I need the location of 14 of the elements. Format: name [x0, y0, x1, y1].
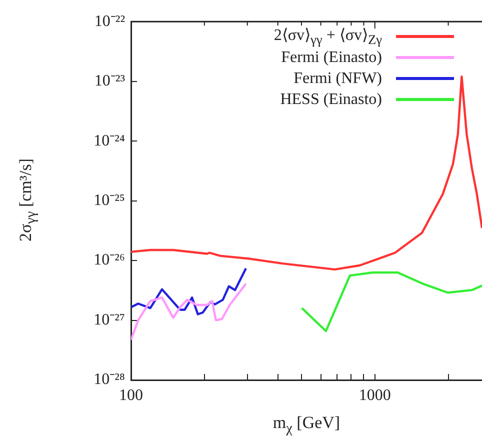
y-tick-label: 10⁻²⁵: [94, 192, 125, 210]
y-tick-label: 10⁻²⁶: [94, 252, 125, 269]
y-tick-label: 10⁻²²: [94, 12, 126, 30]
legend-label: Fermi (Einasto): [281, 48, 382, 66]
legend-label: 2⟨σv⟩$_{γγ}$ + ⟨σv⟩$_{Zγ}$: [274, 26, 382, 48]
legend-label: Fermi (NFW): [294, 70, 382, 88]
legend-label: HESS (Einasto): [280, 90, 382, 108]
y-tick-label: 10⁻²⁴: [94, 132, 126, 150]
x-tick-label: 100: [119, 386, 143, 404]
x-axis-title: m$_{χ}$ [GeV]: [272, 413, 342, 438]
y-tick-label: 10⁻²⁸: [94, 371, 125, 388]
y-tick-label: 10⁻²³: [94, 72, 126, 90]
y-tick-label: 10⁻²⁷: [94, 311, 125, 328]
x-tick-label: 1000: [358, 386, 391, 404]
